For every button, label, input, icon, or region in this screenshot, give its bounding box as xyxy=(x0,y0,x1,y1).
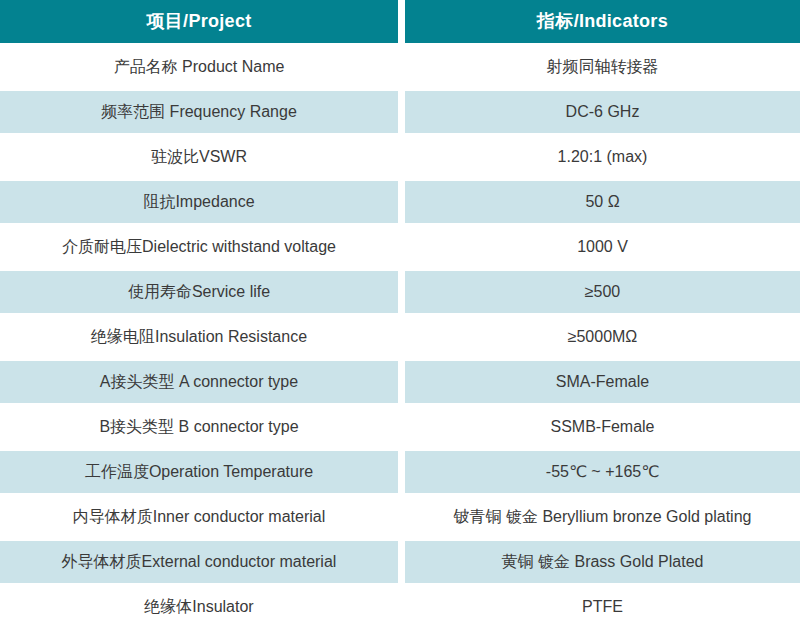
indicator-cell: ≥5000MΩ xyxy=(405,316,800,358)
project-cell: 阻抗Impedance xyxy=(0,181,398,223)
project-cell: 工作温度Operation Temperature xyxy=(0,451,398,493)
project-cell: 内导体材质Inner conductor material xyxy=(0,496,398,538)
project-cell: 使用寿命Service life xyxy=(0,271,398,313)
indicator-cell: SMA-Female xyxy=(405,361,800,403)
project-cell: 介质耐电压Dielectric withstand voltage xyxy=(0,226,398,268)
indicator-cell: 铍青铜 镀金 Beryllium bronze Gold plating xyxy=(405,496,800,538)
indicator-cell: 1.20:1 (max) xyxy=(405,136,800,178)
project-cell: 绝缘体Insulator xyxy=(0,586,398,628)
project-cell: 产品名称 Product Name xyxy=(0,46,398,88)
indicator-cell: 黄铜 镀金 Brass Gold Plated xyxy=(405,541,800,583)
project-cell: 绝缘电阻Insulation Resistance xyxy=(0,316,398,358)
indicator-cell: ≥500 xyxy=(405,271,800,313)
indicator-cell: -55℃ ~ +165℃ xyxy=(405,451,800,493)
indicator-cell: SSMB-Female xyxy=(405,406,800,448)
indicator-cell: PTFE xyxy=(405,586,800,628)
indicator-cell: 射频同轴转接器 xyxy=(405,46,800,88)
indicator-cell: 50 Ω xyxy=(405,181,800,223)
project-cell: 驻波比VSWR xyxy=(0,136,398,178)
spec-table: 项目/Project 指标/Indicators 产品名称 Product Na… xyxy=(0,0,800,628)
project-cell: 频率范围 Frequency Range xyxy=(0,91,398,133)
project-cell: B接头类型 B connector type xyxy=(0,406,398,448)
project-cell: 外导体材质External conductor material xyxy=(0,541,398,583)
project-cell: A接头类型 A connector type xyxy=(0,361,398,403)
indicator-cell: DC-6 GHz xyxy=(405,91,800,133)
indicator-cell: 1000 V xyxy=(405,226,800,268)
header-project: 项目/Project xyxy=(0,0,398,43)
header-indicators: 指标/Indicators xyxy=(405,0,800,43)
